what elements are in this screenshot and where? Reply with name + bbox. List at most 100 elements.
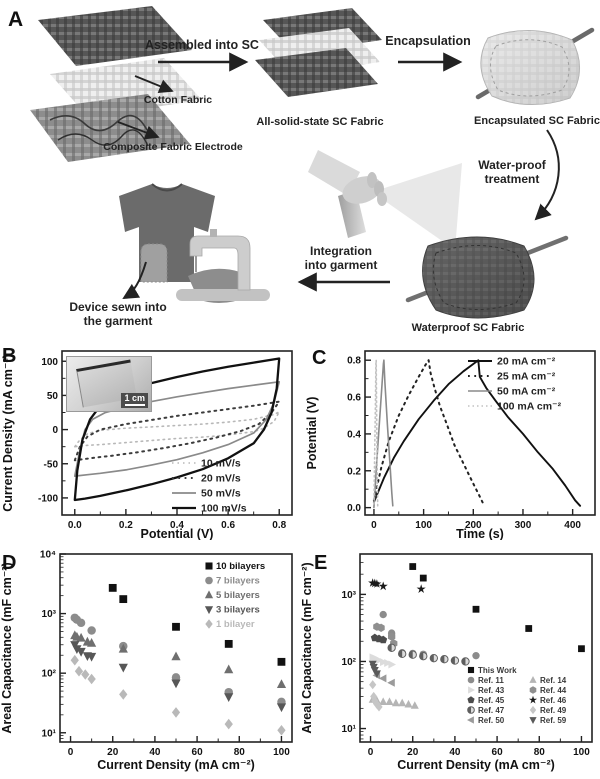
svg-text:0.0: 0.0 bbox=[347, 503, 361, 514]
svg-text:0.2: 0.2 bbox=[347, 466, 361, 477]
svg-text:10¹: 10¹ bbox=[42, 728, 57, 739]
svg-text:7 bilayers: 7 bilayers bbox=[216, 576, 260, 587]
finger-3 bbox=[377, 192, 387, 206]
waterproof-fabric-label: Waterproof SC Fabric bbox=[412, 322, 525, 334]
panel-d-capacitance-chart: D 0 20 40 60 80 100 10¹ 10² 10³ 10⁴ Current Densit… bbox=[0, 540, 300, 779]
neckline bbox=[151, 183, 183, 192]
svg-text:40: 40 bbox=[449, 747, 461, 758]
sc-fabric-stack bbox=[255, 8, 382, 97]
svg-text:Ref. 44: Ref. 44 bbox=[540, 686, 567, 695]
composite-electrode-label: Composite Fabric Electrode bbox=[103, 141, 243, 153]
machine-base bbox=[176, 289, 270, 301]
svg-text:0.2: 0.2 bbox=[119, 520, 133, 531]
svg-text:1 bilayer: 1 bilayer bbox=[216, 619, 255, 630]
svg-text:Ref. 43: Ref. 43 bbox=[478, 686, 505, 695]
svg-text:Ref. 14: Ref. 14 bbox=[540, 676, 567, 685]
svg-text:Current Density (mA cm⁻²): Current Density (mA cm⁻²) bbox=[97, 758, 255, 772]
svg-text:Ref. 45: Ref. 45 bbox=[478, 696, 505, 705]
svg-text:0.6: 0.6 bbox=[221, 520, 235, 531]
svg-text:10³: 10³ bbox=[42, 609, 57, 620]
svg-text:40: 40 bbox=[149, 747, 161, 758]
device-sewn-label-2: the garment bbox=[84, 314, 153, 328]
svg-text:50: 50 bbox=[47, 391, 59, 402]
panel-c-label: C bbox=[312, 347, 327, 369]
svg-text:50 mA cm⁻²: 50 mA cm⁻² bbox=[497, 386, 556, 398]
svg-text:100 mA cm⁻²: 100 mA cm⁻² bbox=[497, 401, 562, 413]
cnt-network-squiggle2 bbox=[57, 129, 149, 147]
cotton-fabric-label: Cotton Fabric bbox=[144, 94, 212, 106]
scale-bar-label: 1 cm bbox=[124, 393, 145, 403]
svg-text:Ref. 11: Ref. 11 bbox=[478, 676, 504, 685]
svg-text:10 bilayers: 10 bilayers bbox=[216, 561, 265, 572]
svg-text:Potential (V): Potential (V) bbox=[305, 397, 319, 470]
spray-can bbox=[338, 190, 366, 238]
svg-text:0: 0 bbox=[68, 747, 74, 758]
panel-c-gcd-chart: C 0 100 200 300 400 0.0 0.2 0.4 0.6 0.8 Time (s) Po… bbox=[300, 345, 600, 540]
svg-text:Ref. 49: Ref. 49 bbox=[540, 706, 567, 715]
integration-label-2: into garment bbox=[305, 258, 378, 272]
svg-text:20: 20 bbox=[407, 747, 419, 758]
svg-text:Areal Capacitance (mF cm⁻²): Areal Capacitance (mF cm⁻²) bbox=[300, 562, 314, 733]
svg-text:5 bilayers: 5 bilayers bbox=[216, 590, 260, 601]
svg-text:0.8: 0.8 bbox=[347, 356, 361, 367]
svg-text:10¹: 10¹ bbox=[342, 724, 357, 735]
panel-e-label: E bbox=[314, 552, 328, 574]
svg-text:0: 0 bbox=[371, 520, 377, 531]
stitch-line-2 bbox=[432, 245, 525, 310]
assembled-label: Assembled into SC bbox=[145, 38, 259, 52]
composite-label-arrow bbox=[117, 121, 160, 140]
waterproof-treatment-label-2: treatment bbox=[485, 172, 540, 186]
svg-text:0.8: 0.8 bbox=[272, 520, 286, 531]
sewing-machine bbox=[176, 229, 270, 304]
svg-text:20 mA cm⁻²: 20 mA cm⁻² bbox=[497, 356, 556, 368]
svg-text:Potential (V): Potential (V) bbox=[141, 527, 214, 540]
svg-text:10³: 10³ bbox=[342, 590, 357, 601]
svg-text:0: 0 bbox=[368, 747, 374, 758]
svg-text:400: 400 bbox=[564, 520, 581, 531]
scale-bar bbox=[124, 404, 145, 406]
svg-text:0.4: 0.4 bbox=[170, 520, 184, 531]
waterproof-treatment-arrow bbox=[534, 129, 560, 221]
svg-text:0.6: 0.6 bbox=[347, 393, 361, 404]
svg-text:0.0: 0.0 bbox=[68, 520, 82, 531]
svg-text:100: 100 bbox=[41, 357, 58, 368]
encapsulation-label: Encapsulation bbox=[385, 34, 470, 48]
device-sewn-label-1: Device sewn into bbox=[69, 300, 166, 314]
panel-b-label: B bbox=[2, 345, 17, 367]
sewn-device-patch bbox=[140, 243, 168, 283]
cnt-network-squiggle bbox=[49, 114, 148, 132]
svg-text:Time (s): Time (s) bbox=[456, 527, 504, 540]
chart-B-plot: 0.0 0.2 0.4 0.6 0.8 -100 -50 0 50 100 Potential (V… bbox=[1, 350, 293, 540]
panel-a-schematic: A Cotton Fabric Composite Fabric Electro… bbox=[8, 6, 600, 334]
svg-text:Areal Capacitance (mF cm⁻²): Areal Capacitance (mF cm⁻²) bbox=[0, 562, 14, 733]
cotton-label-arrow bbox=[134, 75, 174, 93]
svg-text:25 mA cm⁻²: 25 mA cm⁻² bbox=[497, 371, 556, 383]
encapsulated-pouch bbox=[475, 27, 595, 105]
integration-label-1: Integration bbox=[310, 244, 372, 258]
chart-C-plot: 0 100 200 300 400 0.0 0.2 0.4 0.6 0.8 Time (s) Pote… bbox=[305, 350, 596, 540]
panel-e-comparison-chart: E 0 20 40 60 80 100 10¹ 10² 10³ Current Density (… bbox=[300, 540, 600, 779]
svg-text:60: 60 bbox=[192, 747, 204, 758]
panel-d-label: D bbox=[2, 552, 17, 574]
svg-text:Ref. 50: Ref. 50 bbox=[478, 716, 505, 725]
svg-text:80: 80 bbox=[534, 747, 546, 758]
svg-text:This Work: This Work bbox=[478, 666, 517, 675]
svg-text:10²: 10² bbox=[342, 657, 357, 668]
svg-text:0.4: 0.4 bbox=[347, 429, 361, 440]
all-solid-state-label: All-solid-state SC Fabric bbox=[256, 116, 383, 128]
svg-text:Ref. 47: Ref. 47 bbox=[478, 706, 505, 715]
waterproof-treatment-label-1: Water-proof bbox=[478, 158, 547, 172]
machine-arm bbox=[189, 235, 251, 291]
svg-text:10⁴: 10⁴ bbox=[40, 550, 56, 561]
svg-text:300: 300 bbox=[515, 520, 532, 531]
svg-text:60: 60 bbox=[492, 747, 504, 758]
svg-text:3 bilayers: 3 bilayers bbox=[216, 605, 260, 616]
spool bbox=[210, 229, 217, 237]
svg-text:Current Density (mA cm⁻²): Current Density (mA cm⁻²) bbox=[1, 354, 15, 512]
svg-text:Ref. 59: Ref. 59 bbox=[540, 716, 567, 725]
waterproof-pouch bbox=[405, 235, 569, 319]
svg-text:50 mV/s: 50 mV/s bbox=[201, 488, 241, 500]
svg-text:-50: -50 bbox=[44, 459, 59, 470]
svg-text:200: 200 bbox=[465, 520, 482, 531]
